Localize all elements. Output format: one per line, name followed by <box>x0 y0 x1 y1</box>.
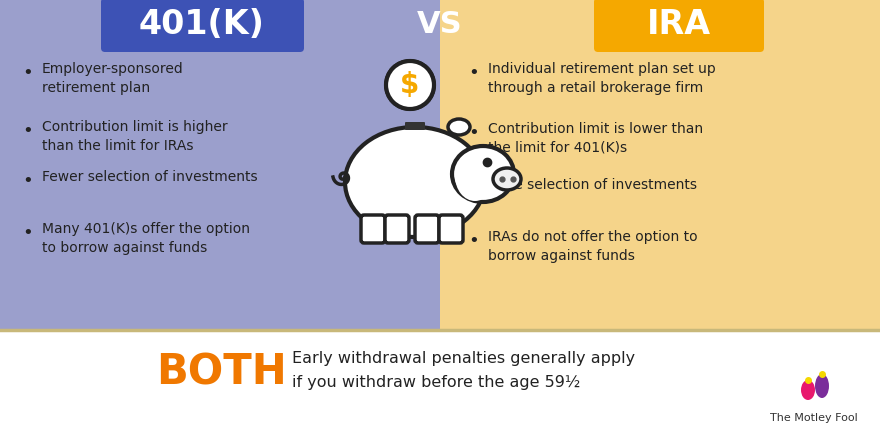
Text: •: • <box>468 232 479 250</box>
FancyBboxPatch shape <box>385 215 409 243</box>
Text: Fewer selection of investments: Fewer selection of investments <box>42 170 258 184</box>
Text: Many 401(K)s offer the option
to borrow against funds: Many 401(K)s offer the option to borrow … <box>42 222 250 255</box>
Ellipse shape <box>455 151 495 201</box>
FancyBboxPatch shape <box>594 0 764 52</box>
Polygon shape <box>0 0 440 330</box>
Ellipse shape <box>345 127 485 237</box>
Polygon shape <box>440 0 880 330</box>
Text: •: • <box>468 64 479 82</box>
Text: •: • <box>22 224 33 242</box>
FancyBboxPatch shape <box>415 215 439 243</box>
Text: •: • <box>468 180 479 198</box>
Text: The Motley Fool: The Motley Fool <box>770 413 858 423</box>
Text: •: • <box>468 124 479 142</box>
Text: Employer-sponsored
retirement plan: Employer-sponsored retirement plan <box>42 62 184 95</box>
Text: VS: VS <box>417 10 463 39</box>
Text: Contribution limit is higher
than the limit for IRAs: Contribution limit is higher than the li… <box>42 120 228 153</box>
Ellipse shape <box>448 119 470 135</box>
FancyBboxPatch shape <box>361 215 385 243</box>
Text: Contribution limit is lower than
the limit for 401(K)s: Contribution limit is lower than the lim… <box>488 122 703 155</box>
Ellipse shape <box>815 374 829 398</box>
Circle shape <box>386 61 434 109</box>
Ellipse shape <box>493 168 521 190</box>
Text: $: $ <box>400 71 420 99</box>
FancyBboxPatch shape <box>439 215 463 243</box>
Text: Individual retirement plan set up
through a retail brokerage firm: Individual retirement plan set up throug… <box>488 62 715 95</box>
Ellipse shape <box>801 380 815 400</box>
Text: 401(K): 401(K) <box>139 7 265 40</box>
Text: Early withdrawal penalties generally apply: Early withdrawal penalties generally app… <box>292 351 635 366</box>
Text: Wide selection of investments: Wide selection of investments <box>488 178 697 192</box>
Text: IRAs do not offer the option to
borrow against funds: IRAs do not offer the option to borrow a… <box>488 230 698 263</box>
Text: •: • <box>22 64 33 82</box>
Text: •: • <box>22 172 33 190</box>
FancyBboxPatch shape <box>101 0 304 52</box>
Text: IRA: IRA <box>647 7 711 40</box>
Ellipse shape <box>452 146 514 202</box>
Text: BOTH: BOTH <box>157 351 288 393</box>
Text: if you withdraw before the age 59½: if you withdraw before the age 59½ <box>292 374 581 389</box>
FancyBboxPatch shape <box>405 122 425 130</box>
Circle shape <box>384 59 436 111</box>
Text: •: • <box>22 122 33 140</box>
